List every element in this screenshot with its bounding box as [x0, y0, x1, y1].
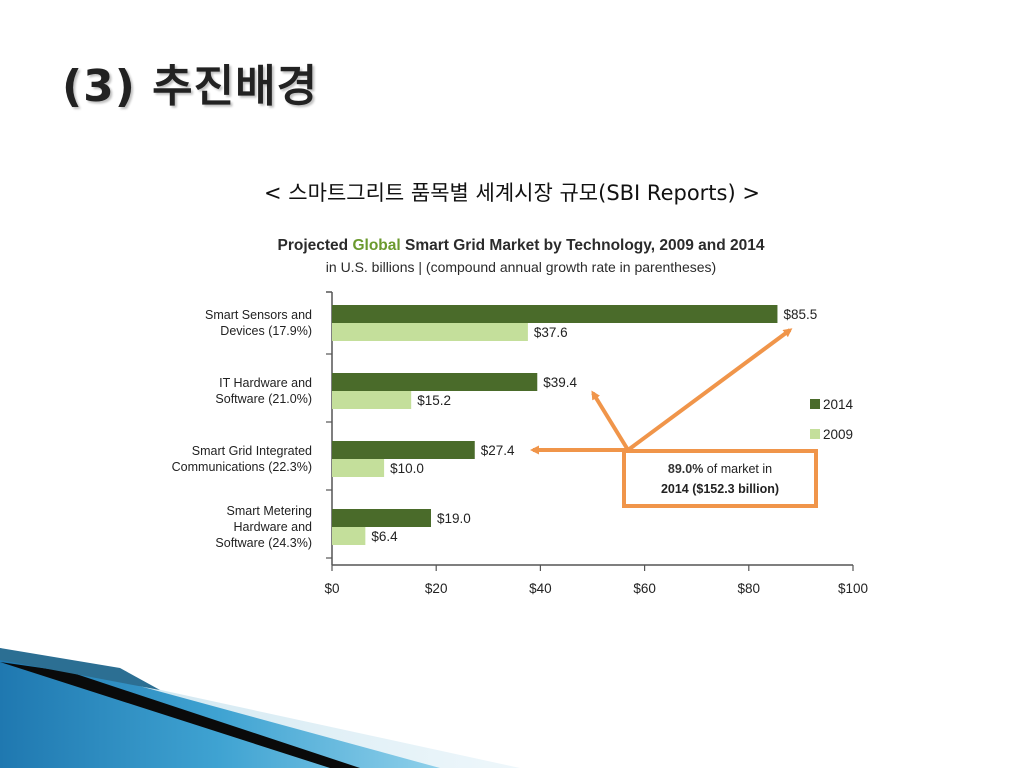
bar-value-label: $19.0	[437, 511, 471, 526]
legend-label-2009: 2009	[823, 427, 853, 442]
callout-line-1: 89.0% of market in	[668, 462, 772, 476]
legend: 2014 2009	[810, 397, 854, 442]
chart-title-part-1: Projected	[278, 237, 353, 254]
x-tick-label: $40	[529, 581, 552, 596]
bar-value-label: $39.4	[543, 375, 577, 390]
chart-title-part-3: Smart Grid Market by Technology, 2009 an…	[401, 237, 765, 254]
bar-2009	[332, 391, 412, 409]
bar-2009	[332, 323, 528, 341]
x-tick-label: $20	[425, 581, 448, 596]
callout-box	[622, 449, 818, 508]
bar-value-label: $37.6	[534, 325, 568, 340]
x-tick-label: $100	[838, 581, 868, 596]
chart-title-part-2: Global	[352, 237, 400, 254]
bar-2014	[332, 509, 431, 527]
category-label: Communications (22.3%)	[172, 460, 312, 474]
bar-value-label: $85.5	[783, 307, 817, 322]
bar-value-label: $15.2	[417, 393, 451, 408]
category-label: Smart Grid Integrated	[192, 444, 312, 458]
category-label: Smart Sensors and	[205, 308, 312, 322]
category-label: IT Hardware and	[219, 376, 312, 390]
bar-2014	[332, 441, 475, 459]
legend-swatch-2014	[810, 399, 820, 409]
bar-value-label: $10.0	[390, 461, 424, 476]
x-tick-label: $0	[324, 581, 339, 596]
bar-2009	[332, 527, 366, 545]
category-label: Devices (17.9%)	[220, 324, 312, 338]
bar-2014	[332, 305, 778, 323]
category-label: Software (21.0%)	[215, 392, 312, 406]
category-label: Smart Metering	[227, 504, 312, 518]
callout-arrow-sensors	[626, 328, 793, 452]
chart-title: Projected Global Smart Grid Market by Te…	[278, 237, 765, 254]
legend-label-2014: 2014	[823, 397, 854, 412]
chart-caption: < 스마트그리트 품목별 세계시장 규모(SBI Reports) >	[264, 181, 760, 205]
bar-2009	[332, 459, 385, 477]
callout-line-2: 2014 ($152.3 billion)	[661, 482, 779, 496]
x-tick-label: $60	[633, 581, 656, 596]
legend-swatch-2009	[810, 429, 820, 439]
market-share-callout: 89.0% of market in 2014 ($152.3 billion)	[530, 328, 818, 508]
x-tick-label: $80	[738, 581, 761, 596]
callout-line-1-rest: of market in	[703, 462, 772, 476]
category-label: Software (24.3%)	[215, 536, 312, 550]
bar-2014	[332, 373, 538, 391]
chart-subtitle: in U.S. billions | (compound annual grow…	[326, 259, 716, 275]
callout-arrow-it-hardware	[591, 390, 630, 452]
category-label: Hardware and	[233, 520, 312, 534]
bar-value-label: $6.4	[371, 529, 398, 544]
plot-area: $0 $20 $40 $60 $80 $100 Smart Sensors and Devic…	[172, 291, 868, 596]
slide-title: (3) 추진배경	[62, 61, 319, 112]
bar-value-label: $27.4	[481, 443, 515, 458]
decorative-ribbon	[0, 648, 520, 768]
callout-percent: 89.0%	[668, 462, 703, 476]
